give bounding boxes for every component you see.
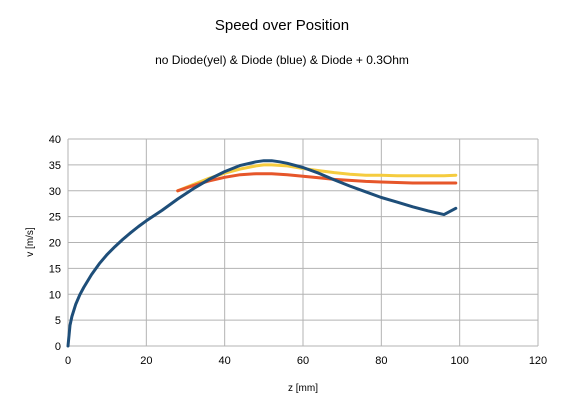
y-tick-label: 0 bbox=[55, 341, 61, 353]
chart-title: Speed over Position bbox=[214, 17, 350, 34]
x-tick-label: 20 bbox=[140, 355, 152, 367]
y-tick-label: 25 bbox=[49, 212, 61, 224]
x-tick-label: 0 bbox=[65, 355, 71, 367]
y-tick-label: 35 bbox=[49, 160, 61, 172]
y-tick-label: 15 bbox=[49, 263, 61, 275]
series-line-3 bbox=[66, 159, 458, 348]
tick-labels: 0 5 10 15 20 25 30 35 40 0 20 40 60 80 100 120 bbox=[49, 134, 547, 367]
x-tick-label: 40 bbox=[219, 355, 231, 367]
series-line-2 bbox=[176, 172, 458, 193]
y-tick-label: 5 bbox=[55, 315, 61, 327]
x-tick-label: 80 bbox=[375, 355, 387, 367]
y-axis-label: v [m/s] bbox=[25, 227, 36, 257]
y-tick-label: 10 bbox=[49, 289, 61, 301]
y-tick-label: 20 bbox=[49, 238, 61, 250]
x-tick-label: 60 bbox=[297, 355, 309, 367]
y-tick-label: 40 bbox=[49, 134, 61, 146]
y-tick-label: 30 bbox=[49, 186, 61, 198]
x-tick-label: 100 bbox=[450, 355, 468, 367]
series-group bbox=[66, 159, 458, 348]
chart-subtitle: no Diode(yel) & Diode (blue) & Diode + 0… bbox=[155, 53, 409, 67]
grid bbox=[67, 138, 539, 347]
x-axis-label: z [mm] bbox=[288, 383, 318, 394]
x-tick-label: 120 bbox=[529, 355, 547, 367]
